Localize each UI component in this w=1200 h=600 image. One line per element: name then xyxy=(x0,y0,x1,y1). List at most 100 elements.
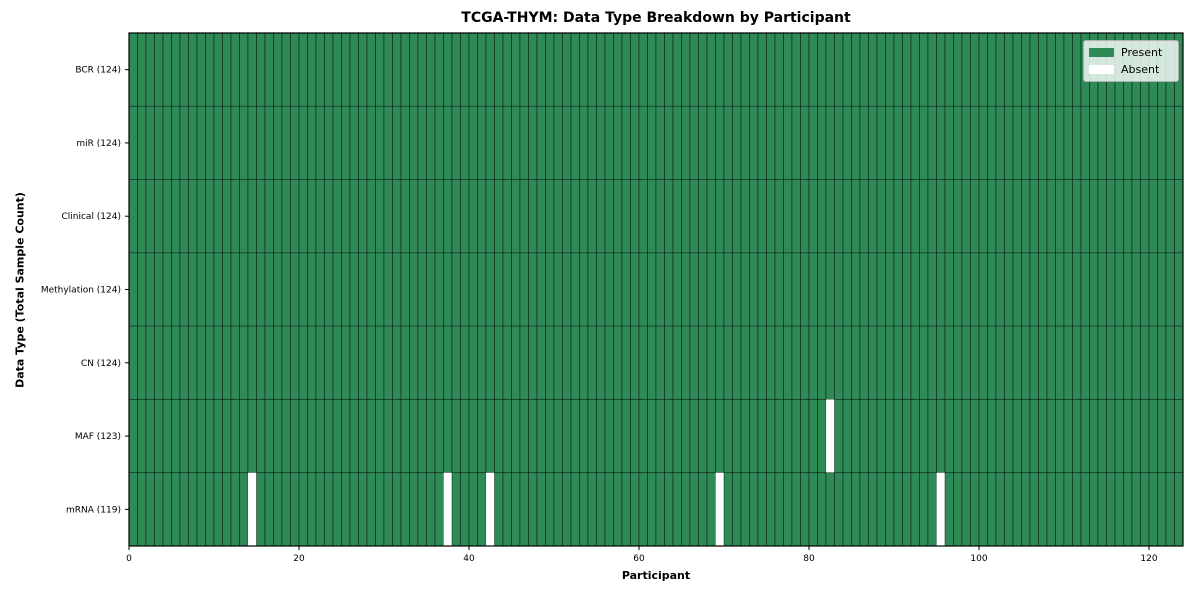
heatmap-cell xyxy=(1038,252,1048,327)
heatmap-cell xyxy=(477,325,487,400)
heatmap-cell xyxy=(477,105,487,180)
heatmap-cell xyxy=(358,325,368,400)
heatmap-cell xyxy=(154,105,164,180)
heatmap-cell-absent xyxy=(715,472,725,547)
heatmap-cell xyxy=(460,325,470,400)
heatmap-cell xyxy=(468,32,478,107)
heatmap-cell xyxy=(383,32,393,107)
heatmap-cell xyxy=(596,325,606,400)
heatmap-cell xyxy=(800,32,810,107)
heatmap-cell xyxy=(213,105,223,180)
heatmap-cell xyxy=(1089,325,1099,400)
heatmap-cell xyxy=(485,105,495,180)
x-tick-label: 100 xyxy=(970,554,987,564)
heatmap-cell xyxy=(587,399,597,474)
heatmap-cell xyxy=(341,325,351,400)
heatmap-cell xyxy=(1055,325,1065,400)
heatmap-cell xyxy=(604,32,614,107)
heatmap-cell xyxy=(774,32,784,107)
heatmap-cell xyxy=(715,399,725,474)
heatmap-cell xyxy=(902,325,912,400)
x-axis-label: Participant xyxy=(621,569,691,582)
heatmap-cell xyxy=(154,472,164,547)
heatmap-cell xyxy=(1038,32,1048,107)
heatmap-cell xyxy=(1063,325,1073,400)
heatmap-cell xyxy=(171,252,181,327)
heatmap-cell xyxy=(587,472,597,547)
heatmap-cell xyxy=(723,32,733,107)
heatmap-cell xyxy=(434,179,444,254)
heatmap-cell xyxy=(970,179,980,254)
heatmap-cell xyxy=(341,399,351,474)
heatmap-cell xyxy=(689,32,699,107)
chart-title: TCGA-THYM: Data Type Breakdown by Partic… xyxy=(461,10,851,26)
heatmap-cell xyxy=(273,252,283,327)
heatmap-cell xyxy=(579,472,589,547)
heatmap-cell xyxy=(196,105,206,180)
heatmap-cell xyxy=(383,105,393,180)
heatmap-cell xyxy=(307,252,317,327)
heatmap-cell xyxy=(936,179,946,254)
heatmap-cell xyxy=(485,399,495,474)
heatmap-cell xyxy=(145,105,155,180)
heatmap-cell xyxy=(978,179,988,254)
heatmap-cell xyxy=(851,32,861,107)
heatmap-cell xyxy=(715,105,725,180)
heatmap-cell xyxy=(154,325,164,400)
heatmap-cell xyxy=(494,32,504,107)
heatmap-cell xyxy=(171,179,181,254)
heatmap-cell xyxy=(783,472,793,547)
heatmap-cell xyxy=(281,179,291,254)
heatmap-cell xyxy=(664,472,674,547)
heatmap-cell xyxy=(647,472,657,547)
heatmap-cell xyxy=(154,399,164,474)
heatmap-cell xyxy=(723,399,733,474)
heatmap-cell xyxy=(706,32,716,107)
heatmap-cell xyxy=(902,252,912,327)
heatmap-cell xyxy=(825,179,835,254)
heatmap-cell xyxy=(961,399,971,474)
heatmap-cell xyxy=(587,32,597,107)
heatmap-cell xyxy=(162,472,172,547)
heatmap-cell xyxy=(681,472,691,547)
heatmap-cell xyxy=(579,399,589,474)
heatmap-cell xyxy=(392,105,402,180)
heatmap-cell xyxy=(264,399,274,474)
heatmap-cell xyxy=(162,105,172,180)
heatmap-cell xyxy=(281,325,291,400)
heatmap-cell xyxy=(434,105,444,180)
heatmap-cell xyxy=(638,325,648,400)
heatmap-cell xyxy=(477,32,487,107)
heatmap-cell xyxy=(1140,252,1150,327)
heatmap-cell xyxy=(757,252,767,327)
heatmap-cell xyxy=(953,399,963,474)
heatmap-cell xyxy=(1165,399,1175,474)
heatmap-cell xyxy=(1038,105,1048,180)
heatmap-cell xyxy=(681,105,691,180)
heatmap-cell xyxy=(842,179,852,254)
heatmap-cell xyxy=(188,472,198,547)
heatmap-cell xyxy=(1004,252,1014,327)
heatmap-cell xyxy=(417,252,427,327)
heatmap-cell xyxy=(553,325,563,400)
heatmap-cell xyxy=(511,179,521,254)
heatmap-cell xyxy=(842,472,852,547)
heatmap-cell xyxy=(944,325,954,400)
heatmap-cell xyxy=(1174,252,1184,327)
heatmap-cell xyxy=(596,179,606,254)
heatmap-cell xyxy=(256,325,266,400)
heatmap-cell xyxy=(528,105,538,180)
heatmap-cell xyxy=(689,252,699,327)
heatmap-cell xyxy=(502,325,512,400)
heatmap-cell xyxy=(256,179,266,254)
heatmap-cell xyxy=(1012,179,1022,254)
heatmap-cell xyxy=(604,252,614,327)
heatmap-cell xyxy=(528,399,538,474)
heatmap-cell xyxy=(528,325,538,400)
heatmap-cell xyxy=(893,179,903,254)
heatmap-cell xyxy=(647,32,657,107)
heatmap-cell xyxy=(239,325,249,400)
heatmap-cell xyxy=(1063,472,1073,547)
heatmap-cell xyxy=(1012,252,1022,327)
heatmap-cell xyxy=(817,32,827,107)
